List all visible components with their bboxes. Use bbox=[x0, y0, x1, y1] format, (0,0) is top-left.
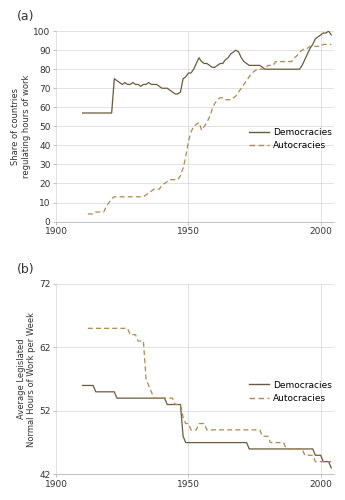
Legend: Democracies, Autocracies: Democracies, Autocracies bbox=[249, 128, 332, 150]
Legend: Democracies, Autocracies: Democracies, Autocracies bbox=[249, 380, 332, 403]
Y-axis label: Average Legislated
Normal Hours of Work per Week: Average Legislated Normal Hours of Work … bbox=[17, 312, 36, 446]
Text: (a): (a) bbox=[17, 10, 35, 24]
Text: (b): (b) bbox=[17, 264, 35, 276]
Y-axis label: Share of countries
regulating hours of work: Share of countries regulating hours of w… bbox=[11, 74, 30, 178]
